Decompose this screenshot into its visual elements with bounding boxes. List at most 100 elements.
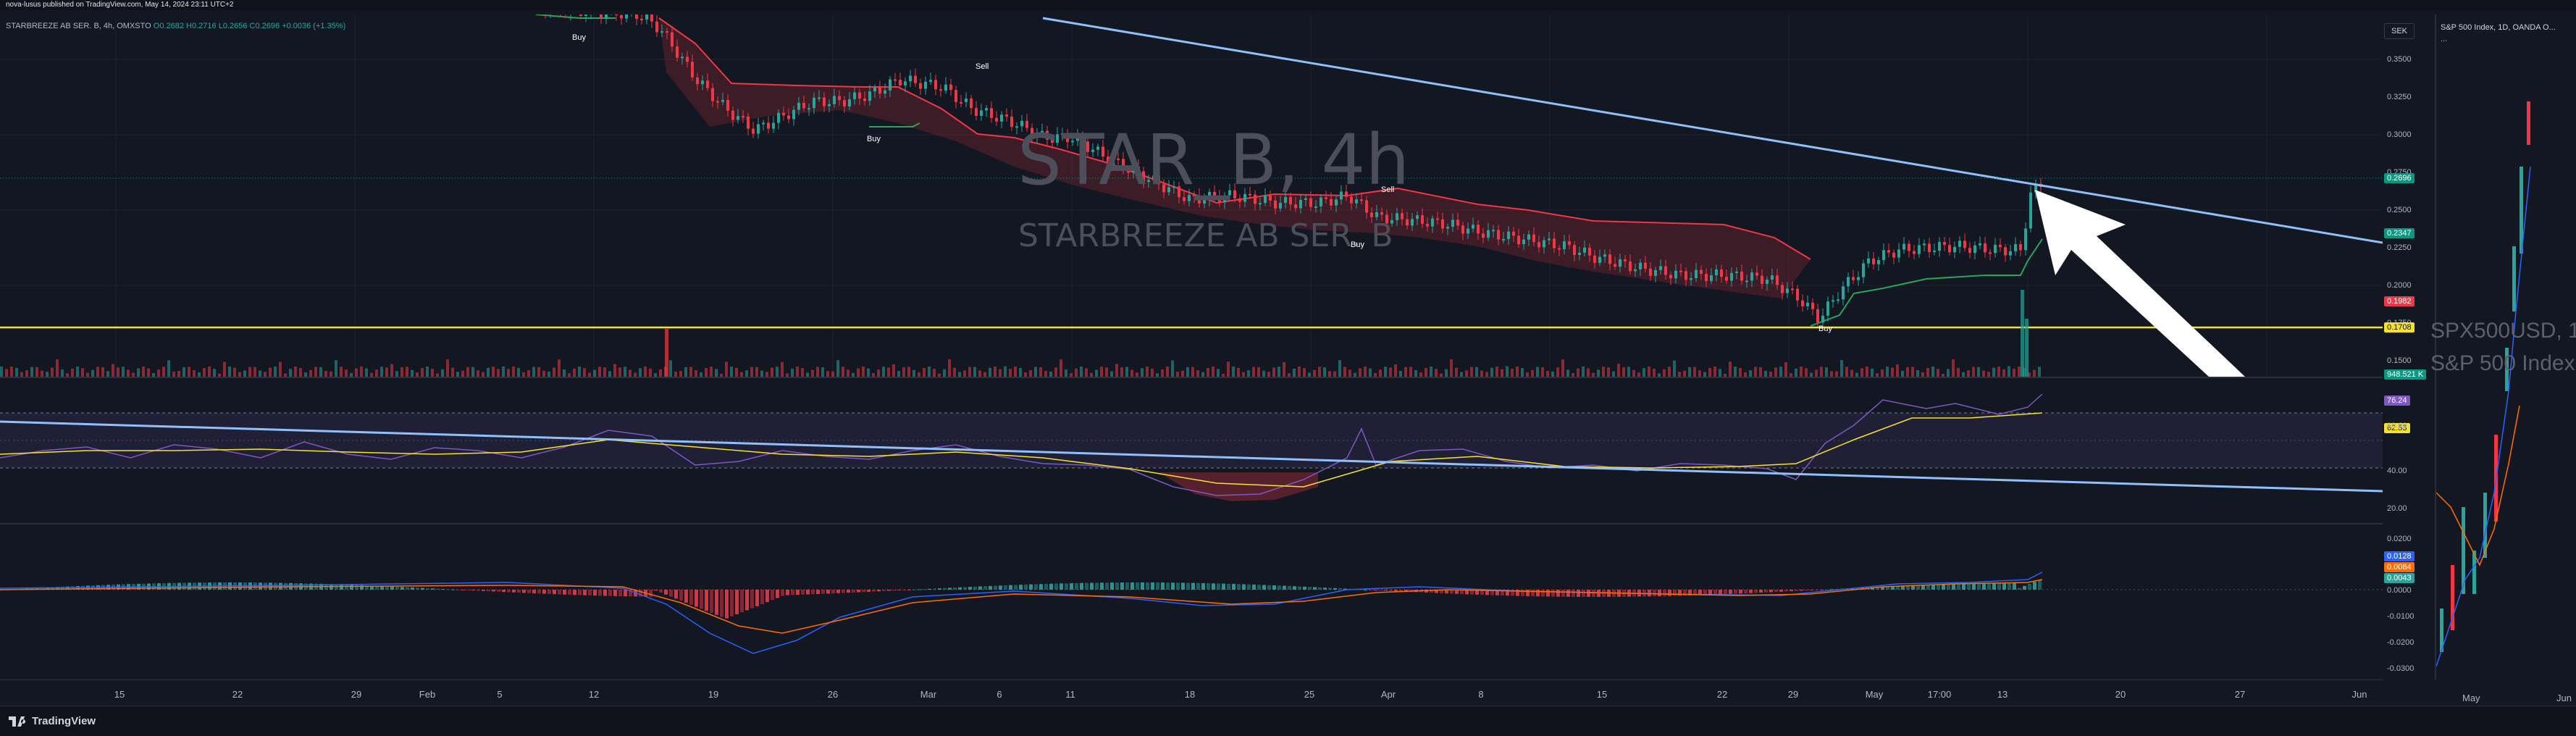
volume-bar (188, 367, 190, 377)
macd-bar (1399, 590, 1403, 592)
volume-bar (563, 369, 566, 377)
candle-body (1162, 184, 1165, 193)
macd-bar (1901, 585, 1905, 590)
macd-bar (61, 586, 64, 590)
volume-bar (132, 372, 135, 377)
candle-body (1289, 197, 1292, 205)
volume-bar (1531, 369, 1534, 377)
macd-bar (1080, 582, 1083, 590)
volume-bar (1810, 372, 1813, 377)
volume-bar (867, 368, 870, 377)
side-candle (2527, 101, 2530, 145)
candle-body (1619, 259, 1621, 267)
candle-body (1233, 190, 1236, 198)
candle-body (1461, 225, 1464, 234)
macd-bar (1343, 588, 1347, 590)
volume-bar (91, 369, 94, 377)
candle-body (1608, 254, 1611, 264)
macd-bar (1536, 590, 1540, 597)
volume-bar (482, 372, 484, 377)
macd-bar (1835, 588, 1839, 590)
rsi-pane[interactable] (0, 378, 2383, 523)
volume-bar (745, 370, 748, 377)
macd-bar (1450, 590, 1453, 594)
volume-bar (147, 368, 150, 377)
pane-separator[interactable] (0, 377, 2383, 378)
candle-body (1421, 215, 1424, 225)
volume-bar (1967, 370, 1970, 377)
volume-bar (1166, 367, 1169, 377)
candle-body (1973, 245, 1976, 254)
volume-bar (1734, 367, 1737, 377)
pane-separator[interactable] (0, 523, 2383, 524)
macd-bar (978, 586, 982, 590)
macd-bar (776, 590, 779, 598)
volume-bar (725, 361, 728, 377)
macd-pane[interactable] (0, 524, 2383, 679)
volume-bar (1546, 371, 1549, 377)
price-axis[interactable]: 0.3500 0.3250 0.3000 0.2750 0.2500 0.225… (2383, 14, 2441, 679)
macd-bar (624, 590, 627, 597)
macd-bar (1688, 590, 1692, 595)
volume-bar (269, 367, 272, 377)
time-axis[interactable]: 15 22 29 Feb 5 12 19 26 Mar 6 11 18 25 A… (0, 679, 2383, 706)
macd-bar (1029, 584, 1033, 590)
macd-bar (1830, 589, 1834, 590)
candle-body (584, 14, 587, 16)
candle-body (1963, 241, 1966, 248)
side-candle (2472, 551, 2476, 594)
macd-bar (1957, 583, 1960, 590)
macd-bar (674, 590, 678, 599)
volume-bar (1485, 372, 1488, 377)
candle-body (944, 84, 947, 91)
volume-bar (1080, 367, 1083, 377)
side-candle (2483, 493, 2487, 558)
macd-bar (542, 590, 546, 594)
candle-body (1218, 196, 1221, 203)
candle-body (1654, 269, 1657, 276)
candle-body (1725, 277, 1728, 281)
currency-button[interactable]: SEK (2384, 23, 2415, 39)
volume-bar (1790, 373, 1792, 377)
candle-body (1213, 191, 1216, 197)
signal-buy-3: Buy (1348, 239, 1367, 251)
macd-bar (1668, 590, 1671, 596)
volume-bar (882, 367, 885, 377)
macd-bar (1156, 582, 1159, 590)
volume-bar (1252, 367, 1255, 377)
candle-body (924, 81, 927, 89)
volume-bar (1277, 367, 1280, 377)
candle-body (731, 110, 734, 120)
candle-body (1157, 175, 1160, 185)
time-tick: Jun (2351, 689, 2367, 700)
macd-bar (1577, 590, 1580, 597)
price-chart[interactable] (0, 14, 2383, 377)
volume-bar (1642, 368, 1645, 377)
volume-bar (167, 360, 170, 377)
candle-body (1005, 114, 1008, 117)
side-chart-spx[interactable]: S&P 500 Index, 1D, OANDA O... ... SPX500… (2430, 14, 2576, 703)
candle-body (1396, 213, 1398, 220)
volume-bar (1399, 370, 1402, 377)
volume-bar (2018, 367, 2021, 377)
volume-bar (755, 367, 758, 377)
candle-body (1690, 277, 1692, 280)
tradingview-logo[interactable]: TradingView (9, 715, 96, 727)
volume-bar (1957, 367, 1960, 377)
candle-body (1426, 224, 1429, 227)
side-time-tick: May (2462, 693, 2480, 703)
candle-body (1107, 156, 1109, 164)
candle-body (970, 99, 973, 109)
price-tag-resistance: 0.1982 (2384, 296, 2415, 306)
macd-bar (1394, 590, 1398, 591)
volume-bar (639, 368, 642, 377)
signal-sell-1: Sell (973, 61, 991, 72)
candle-body (686, 57, 689, 62)
volume-bar (1369, 368, 1372, 377)
candle-body (797, 102, 800, 110)
volume-bar (1744, 372, 1747, 377)
macd-bar (563, 590, 566, 595)
candle-body (1902, 243, 1905, 250)
volume-bar (1729, 361, 1732, 377)
macd-bar (725, 590, 729, 619)
